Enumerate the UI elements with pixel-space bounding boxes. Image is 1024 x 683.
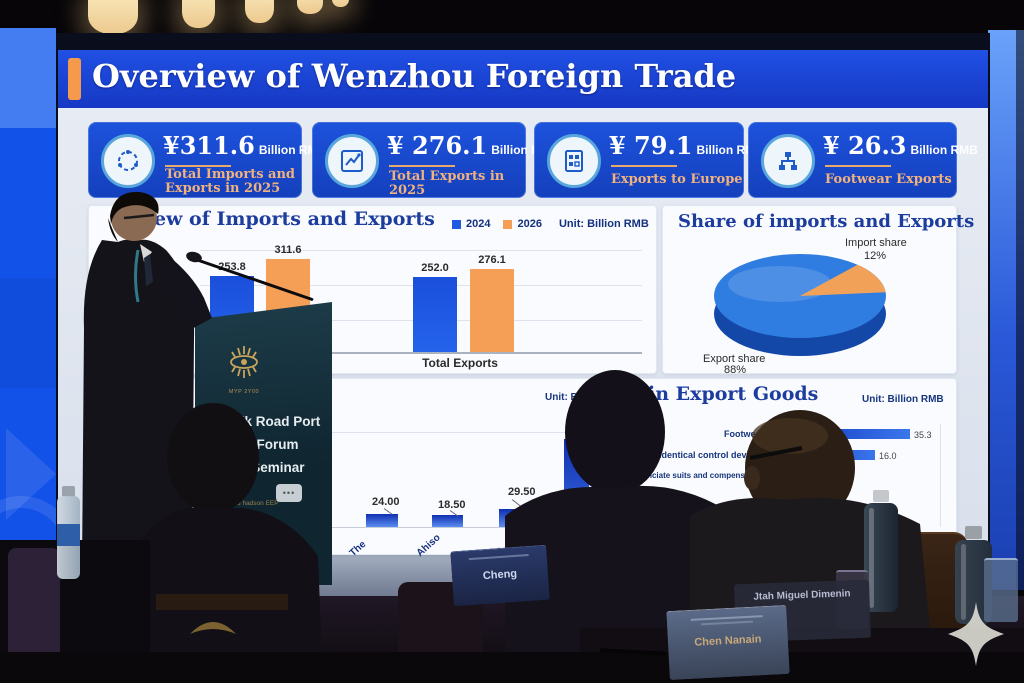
column-value: 24.00 (372, 496, 400, 508)
stat-value: ¥ 79.1 Billion RMB (609, 131, 764, 160)
podium-line: Silk Road Port (228, 414, 321, 429)
logo-caption: MYP 2Y00 (228, 389, 260, 395)
ceiling-light (297, 0, 323, 14)
title-accent-bar (68, 58, 81, 100)
hierarchy-icon (761, 134, 815, 188)
name-card: Cheng (450, 544, 550, 607)
bottle-cap (62, 486, 75, 497)
led-panel-right-edge (1016, 30, 1024, 590)
export-share-pct: 88% (724, 364, 747, 376)
slide-header: Overview of Wenzhou Foreign Trade (58, 50, 988, 108)
left-unit-label: Unit: Billion (545, 392, 602, 403)
bottle-cap (873, 490, 889, 502)
legend-label-2026: 2026 (517, 218, 542, 230)
unit-label: Unit: Billion RMB (558, 218, 649, 230)
table-bottom (0, 652, 1024, 683)
axis-baseline (300, 527, 645, 528)
column-value: 29.50 (508, 486, 536, 498)
bar-2026-total-exports (470, 269, 514, 352)
stat-underline (611, 165, 677, 167)
import-share-label: Import share (845, 237, 907, 249)
stat-card-footwear-exports: ¥ 26.3 Billion RMB Footwear Exports (748, 122, 978, 198)
right-unit-label: Unit: Billion RMB (862, 394, 944, 405)
bar-value: 252.0 (421, 262, 449, 274)
legend-label-2024: 2024 (466, 218, 491, 230)
legend-swatch-2026 (503, 219, 513, 229)
imports-exports-chart-title: ew of Imports and Exports (154, 208, 435, 230)
stat-value: ¥ 276.1 Billion RMB (387, 131, 559, 160)
ceiling-light (182, 0, 215, 28)
presenter-silhouette (82, 191, 212, 568)
bar-value: 311.6 (274, 244, 302, 256)
slide-title: Overview of Wenzhou Foreign Trade (92, 57, 737, 95)
hbar-value: 16.0 (879, 451, 897, 461)
column-bar (432, 515, 463, 527)
stat-underline (165, 165, 231, 167)
bottle-cap (965, 526, 982, 539)
drinking-glass (984, 558, 1018, 622)
legend-swatch-2024 (452, 219, 461, 229)
hbar-label: Footwear (723, 429, 764, 439)
hbar-value: 35.3 (914, 430, 932, 440)
name-card: Chen Nanain (666, 604, 790, 681)
stat-value: ¥311.6 Billion RMB (163, 131, 327, 160)
import-share-pct: 12% (864, 250, 887, 262)
hbar-label: es and insanciate suits and compensation (603, 471, 765, 480)
stat-card-total-imports-exports: ¥311.6 Billion RMB Total Imports and Expo… (88, 122, 326, 198)
bar-2024-total-exports (413, 277, 457, 352)
column-value: 18.50 (438, 499, 466, 511)
chat-dots-icon: ••• (276, 484, 302, 502)
stat-label: Total Exports in 2025 (389, 169, 505, 199)
name-card-text: Cheng (482, 567, 518, 583)
stat-underline (389, 165, 455, 167)
column-bar (366, 514, 398, 527)
bottle-highlight (961, 544, 966, 620)
name-card-text: Jtah Miguel Dimenin (753, 588, 851, 603)
water-bottle (56, 486, 81, 579)
stat-label: Exports to Europe (611, 172, 743, 187)
gridline (200, 250, 642, 251)
share-chart-title: Share of imports and Exports (678, 211, 975, 232)
name-card-header-line (700, 620, 753, 626)
name-card-header-line (468, 553, 529, 561)
chart-legend: 2024 2026 Unit: Billion RMB (452, 218, 649, 230)
hbar-label: Identical control devices (658, 450, 764, 460)
export-goods-title: in Export Goods (648, 383, 819, 405)
stat-underline (825, 165, 891, 167)
stat-card-total-exports: ¥ 276.1 Billion RMB Total Exports in 2025 (312, 122, 559, 199)
led-pattern (0, 28, 56, 128)
gridline (300, 432, 645, 433)
category-label: Total Exports (422, 356, 498, 370)
bottle-highlight (869, 508, 874, 608)
ceiling-light (245, 0, 274, 23)
podium-footer: batd hadson EEP (228, 500, 279, 507)
stat-label: Total Imports and Exports in 2025 (165, 167, 296, 197)
axis-baseline (200, 352, 642, 354)
name-card-text: Chen Nanain (694, 633, 762, 649)
stat-label: Footwear Exports (825, 172, 952, 187)
bar-value: 276.1 (478, 254, 506, 266)
bottle-body (864, 503, 898, 612)
qr-document-icon (547, 134, 601, 188)
gridline (940, 424, 941, 527)
led-pattern (0, 278, 56, 388)
cycle-icon (101, 134, 155, 188)
sparkle-icon (948, 602, 1004, 666)
share-pie-chart (714, 254, 886, 356)
led-panel-left (0, 28, 56, 600)
forum-logo (230, 346, 258, 378)
ceiling-light (332, 0, 349, 7)
line-chart-icon (325, 134, 379, 188)
bottle-label (57, 524, 80, 546)
purple-chair (8, 548, 60, 660)
water-bottle (860, 490, 902, 612)
stat-value: ¥ 26.3 Billion RMB (823, 131, 978, 160)
ceiling-light (88, 0, 138, 34)
export-share-label: Export share (703, 353, 766, 365)
stat-card-exports-europe: ¥ 79.1 Billion RMB Exports to Europe (534, 122, 764, 198)
audience-left-silhouette (128, 403, 323, 683)
